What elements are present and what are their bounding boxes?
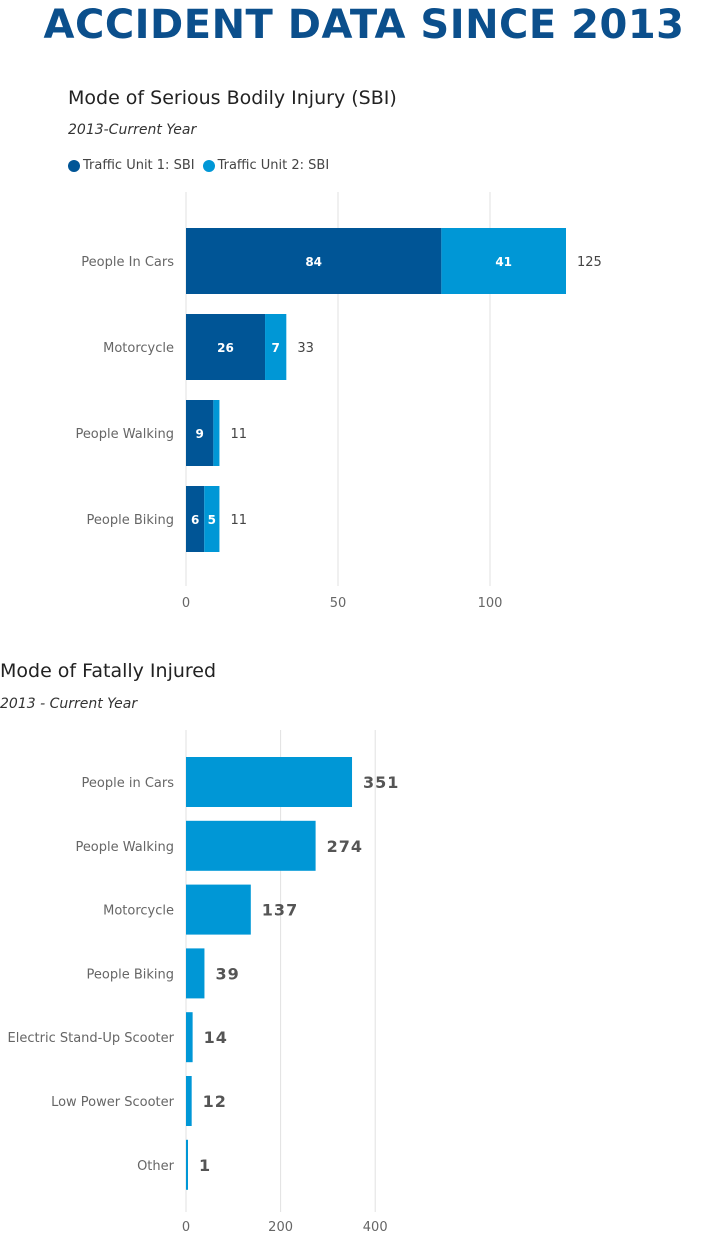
sbi-legend: Traffic Unit 1: SBI Traffic Unit 2: SBI (68, 158, 337, 173)
data-label: 351 (363, 773, 399, 792)
data-label: 1 (199, 1156, 211, 1175)
bar-segment (441, 228, 566, 294)
bar-segment (186, 400, 214, 466)
bar (186, 948, 205, 999)
total-label: 11 (230, 427, 247, 442)
sbi-chart-title: Mode of Serious Bodily Injury (SBI) (68, 87, 397, 109)
data-label: 274 (327, 837, 363, 856)
fatal-chart-title: Mode of Fatally Injured (0, 660, 217, 682)
legend-label: Traffic Unit 1: SBI (83, 158, 195, 173)
x-tick-label: 0 (182, 596, 190, 611)
category-label: People Biking (87, 967, 174, 982)
data-label: 84 (305, 255, 322, 269)
category-label: People In Cars (81, 255, 174, 270)
data-label: 41 (495, 255, 512, 269)
bar (186, 884, 251, 935)
category-label: Low Power Scooter (51, 1095, 175, 1110)
data-label: 39 (215, 964, 239, 983)
x-tick-label: 100 (478, 596, 503, 611)
category-label: Other (137, 1159, 175, 1174)
data-label: 7 (272, 341, 280, 355)
bar-segment (186, 314, 266, 380)
bar (186, 1139, 188, 1190)
category-label: People in Cars (82, 776, 175, 791)
bar-segment (186, 228, 442, 294)
data-label: 137 (262, 901, 298, 920)
page-heading: ACCIDENT DATA SINCE 2013 (43, 2, 685, 48)
bar (186, 1076, 192, 1126)
category-label: Motorcycle (103, 341, 174, 356)
data-label: 26 (217, 341, 234, 355)
total-label: 11 (230, 513, 247, 528)
data-label: 9 (196, 427, 204, 441)
category-label: People Walking (75, 840, 174, 855)
total-label: 125 (577, 255, 602, 270)
bar (186, 820, 316, 871)
category-label: People Walking (75, 427, 174, 442)
legend-dot-icon (202, 159, 215, 172)
total-label: 33 (297, 341, 314, 356)
bar-segment (204, 486, 220, 552)
data-label: 5 (208, 513, 216, 527)
category-label: Motorcycle (103, 904, 174, 919)
category-label: People Biking (87, 513, 174, 528)
bar (186, 1012, 193, 1063)
x-tick-label: 200 (268, 1220, 293, 1235)
bar-segment (186, 486, 205, 552)
sbi-bar-chart: 0 50 100 People In Cars 84 41 125 Motorcycle 26 7… (75, 192, 602, 611)
data-label: 14 (204, 1028, 228, 1047)
legend-item-traffic-unit-1[interactable]: Traffic Unit 1: SBI (68, 158, 195, 173)
bar-segment (265, 314, 287, 380)
data-label: 6 (191, 513, 199, 527)
legend-item-traffic-unit-2[interactable]: Traffic Unit 2: SBI (202, 158, 330, 173)
x-tick-label: 0 (182, 1220, 190, 1235)
data-label: 12 (203, 1092, 227, 1111)
x-tick-label: 50 (330, 596, 347, 611)
sbi-chart-subtitle: 2013-Current Year (68, 122, 197, 138)
legend-dot-icon (68, 159, 80, 172)
x-tick-label: 400 (363, 1220, 388, 1235)
legend-label: Traffic Unit 2: SBI (217, 158, 330, 173)
fatal-chart-subtitle: 2013 - Current Year (0, 696, 138, 712)
bar (186, 757, 353, 807)
fatal-bar-chart: 0 200 400 People in Cars 351 People Walking 27… (8, 730, 399, 1235)
bar-segment (213, 400, 220, 466)
category-label: Electric Stand-Up Scooter (8, 1031, 175, 1046)
